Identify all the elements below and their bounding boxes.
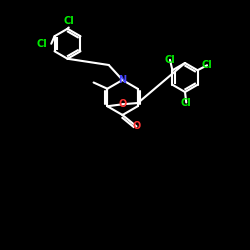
Text: N: N (118, 75, 126, 85)
Text: Cl: Cl (181, 98, 192, 108)
Text: Cl: Cl (64, 16, 74, 26)
Text: Cl: Cl (36, 39, 48, 49)
Text: Cl: Cl (164, 55, 175, 65)
Text: O: O (119, 99, 127, 109)
Text: O: O (132, 121, 140, 131)
Text: Cl: Cl (202, 60, 212, 70)
